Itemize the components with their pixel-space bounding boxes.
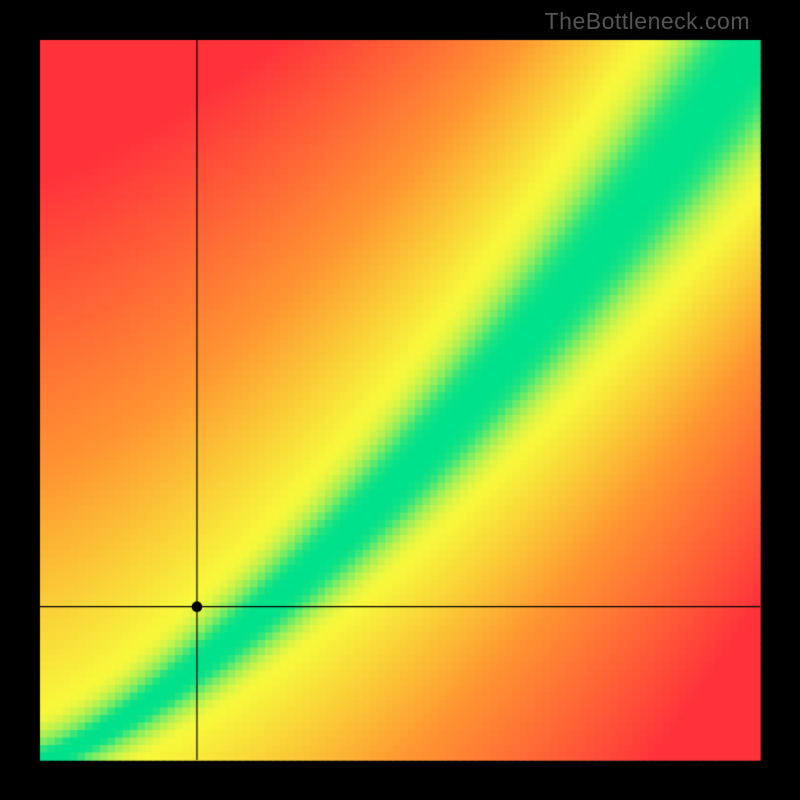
heatmap-canvas (0, 0, 800, 800)
chart-container: TheBottleneck.com (0, 0, 800, 800)
watermark-text: TheBottleneck.com (545, 8, 750, 35)
